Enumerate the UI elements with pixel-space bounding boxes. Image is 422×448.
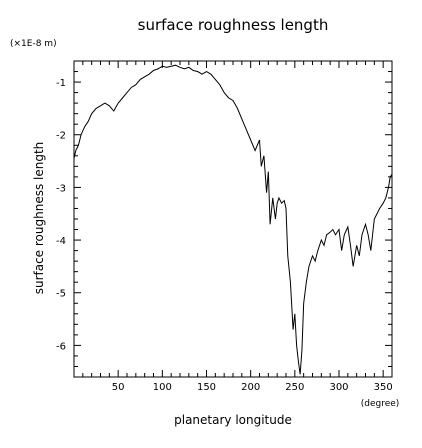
axis-ticks [74, 60, 392, 378]
x-tick-label: 150 [197, 382, 216, 393]
y-tick-label: -3 [56, 183, 66, 194]
roughness-series-line [73, 64, 393, 375]
y-tick-label: -2 [56, 131, 66, 142]
x-tick-label: 300 [329, 382, 348, 393]
x-tick-label: 350 [374, 382, 393, 393]
y-tick-label: -1 [56, 78, 66, 89]
x-tick-label: 200 [241, 382, 260, 393]
x-tick-label: 50 [112, 382, 125, 393]
y-scale-label: (×1E-8 m) [10, 39, 57, 49]
x-axis-label: planetary longitude [174, 413, 292, 427]
x-tick-label: 250 [285, 382, 304, 393]
y-tick-label: -5 [56, 289, 66, 300]
y-axis-label: surface roughness length [32, 142, 46, 295]
chart-title: surface roughness length [138, 16, 329, 34]
tick-labels: 50 100 150 200 250 300 350 -1 -2 -3 -4 -5 -6 [56, 78, 393, 393]
x-unit-label: (degree) [361, 399, 400, 409]
x-tick-label: 100 [153, 382, 172, 393]
y-tick-label: -4 [56, 236, 66, 247]
plot-frame [73, 60, 393, 378]
y-tick-label: -6 [56, 341, 66, 352]
